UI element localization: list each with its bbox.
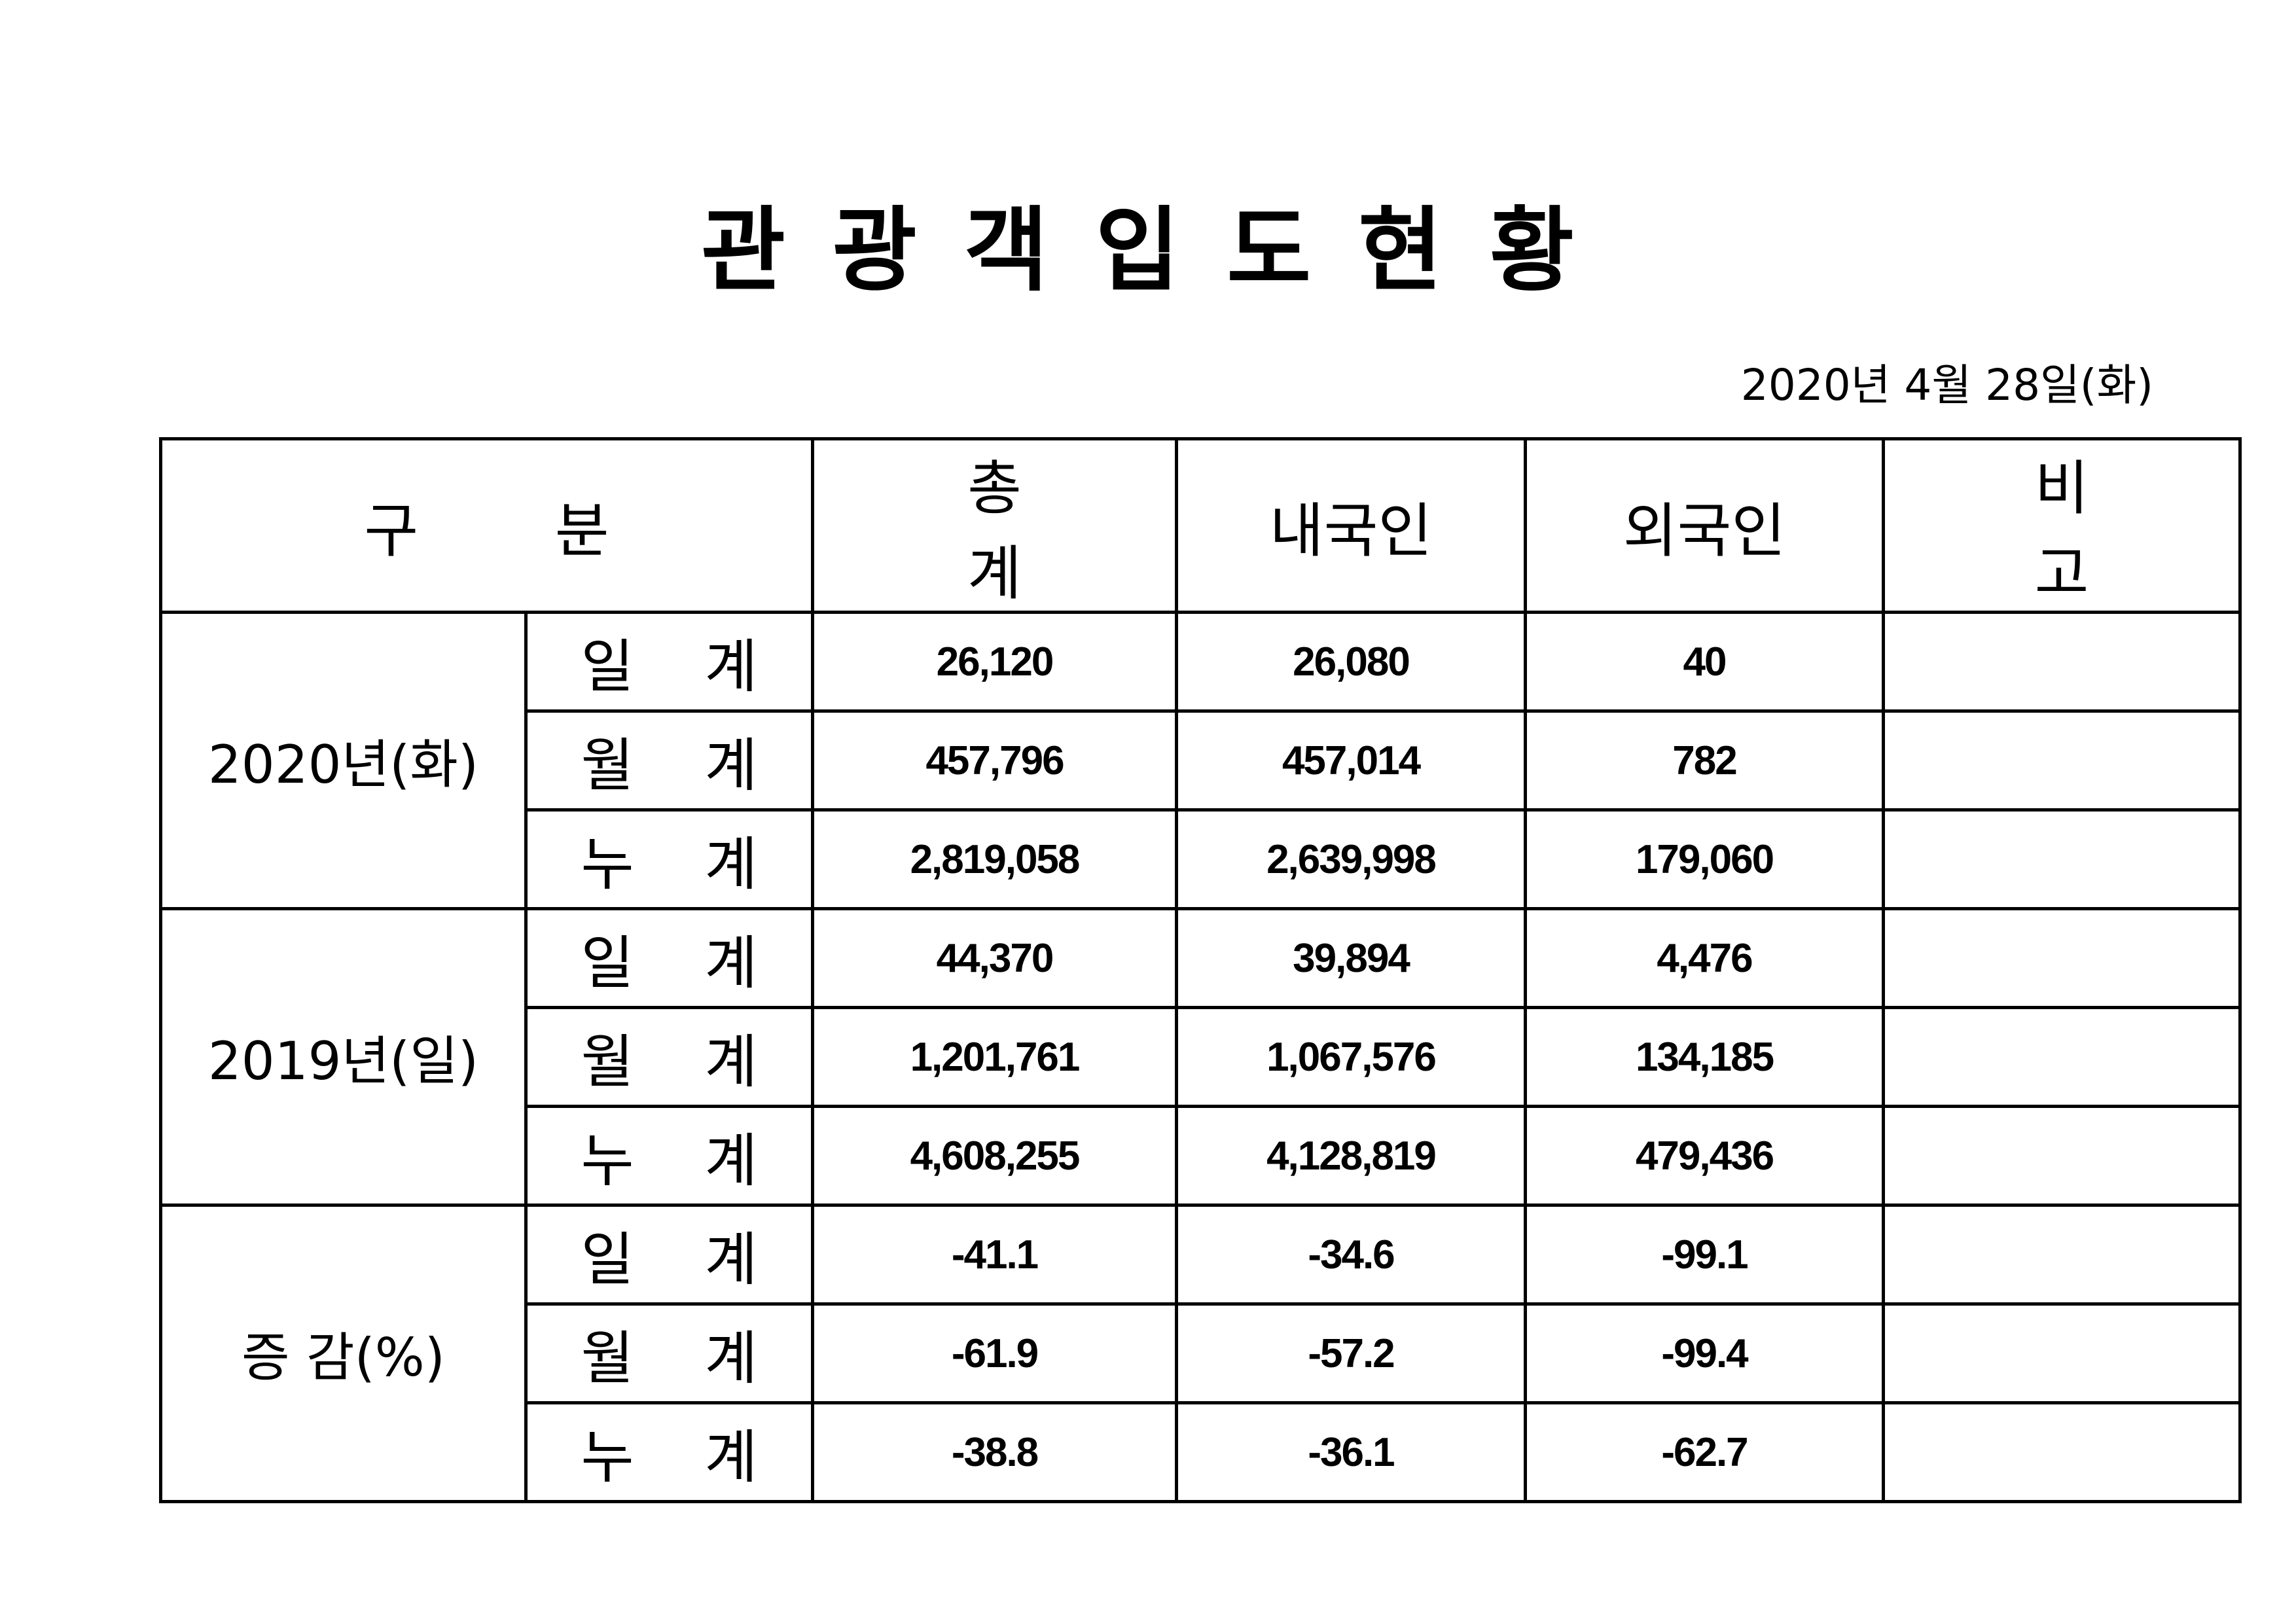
row-label: 일 계 [524, 907, 814, 1009]
domestic-cell: -57.2 [1175, 1302, 1527, 1404]
foreign-cell: 134,185 [1524, 1006, 1885, 1108]
header-domestic: 내국인 [1175, 437, 1527, 614]
table-row: 월 계 1,201,761 1,067,576 134,185 [161, 1006, 2242, 1108]
table-row: 월 계 457,796 457,014 782 [161, 709, 2242, 812]
table-row: 2019년(일) 일 계 44,370 39,894 4,476 [159, 907, 2242, 1207]
total-cell: -38.8 [811, 1401, 1178, 1503]
foreign-cell: 4,476 [1524, 907, 1885, 1009]
header-note: 비 고 [1882, 437, 2242, 614]
foreign-cell: 40 [1524, 611, 1885, 713]
foreign-cell: -99.4 [1524, 1302, 1885, 1404]
row-label: 누 계 [524, 1401, 814, 1503]
foreign-cell: 179,060 [1524, 808, 1885, 910]
row-label: 일 계 [524, 611, 814, 713]
total-cell: 457,796 [811, 709, 1178, 812]
table-row: 2020년(화) 일 계 26,120 26,080 40 [159, 611, 2242, 910]
group-label: 2020년(화) [159, 611, 528, 910]
foreign-cell: 782 [1524, 709, 1885, 812]
domestic-cell: 26,080 [1175, 611, 1527, 713]
tourist-arrivals-table: 구 분 총 계 내국인 외국인 비 고 2020년(화) 일 계 26,120 26,… [159, 437, 2242, 1503]
domestic-cell: 457,014 [1175, 709, 1527, 812]
note-cell [1882, 1105, 2242, 1207]
table-row: 누 계 2,819,058 2,639,998 179,060 [161, 808, 2242, 910]
header-category: 구 분 [159, 437, 814, 614]
row-label: 누 계 [524, 808, 814, 910]
table-row: 누 계 4,608,255 4,128,819 479,436 [161, 1105, 2242, 1207]
header-row: 구 분 총 계 내국인 외국인 비 고 [159, 437, 2242, 614]
row-label: 월 계 [524, 1302, 814, 1404]
total-cell: -41.1 [811, 1204, 1178, 1306]
domestic-cell: 2,639,998 [1175, 808, 1527, 910]
domestic-cell: 39,894 [1175, 907, 1527, 1009]
row-label: 누 계 [524, 1105, 814, 1207]
foreign-cell: -62.7 [1524, 1401, 1885, 1503]
note-cell [1882, 1302, 2242, 1404]
note-cell [1882, 709, 2242, 812]
group-label: 증 감(%) [159, 1204, 528, 1503]
total-cell: 1,201,761 [811, 1006, 1178, 1108]
table-row: 증 감(%) 일 계 -41.1 -34.6 -99.1 [159, 1204, 2242, 1503]
note-cell [1882, 907, 2242, 1009]
total-cell: 2,819,058 [811, 808, 1178, 910]
total-cell: 26,120 [811, 611, 1178, 713]
note-cell [1882, 1204, 2242, 1306]
table-row: 월 계 -61.9 -57.2 -99.4 [161, 1302, 2242, 1404]
report-date: 2020년 4월 28일(화) [1740, 360, 2153, 410]
header-total: 총 계 [811, 437, 1178, 614]
note-cell [1882, 611, 2242, 713]
domestic-cell: -34.6 [1175, 1204, 1527, 1306]
domestic-cell: -36.1 [1175, 1401, 1527, 1503]
total-cell: 44,370 [811, 907, 1178, 1009]
row-label: 월 계 [524, 1006, 814, 1108]
header-foreign: 외국인 [1524, 437, 1885, 614]
page-title: 관광객입도현황 [701, 198, 1621, 304]
row-label: 일 계 [524, 1204, 814, 1306]
table-row: 누 계 -38.8 -36.1 -62.7 [161, 1401, 2242, 1503]
foreign-cell: -99.1 [1524, 1204, 1885, 1306]
note-cell [1882, 808, 2242, 910]
group-label: 2019년(일) [159, 907, 528, 1207]
domestic-cell: 1,067,576 [1175, 1006, 1527, 1108]
total-cell: 4,608,255 [811, 1105, 1178, 1207]
domestic-cell: 4,128,819 [1175, 1105, 1527, 1207]
total-cell: -61.9 [811, 1302, 1178, 1404]
note-cell [1882, 1006, 2242, 1108]
foreign-cell: 479,436 [1524, 1105, 1885, 1207]
note-cell [1882, 1401, 2242, 1503]
row-label: 월 계 [524, 709, 814, 812]
